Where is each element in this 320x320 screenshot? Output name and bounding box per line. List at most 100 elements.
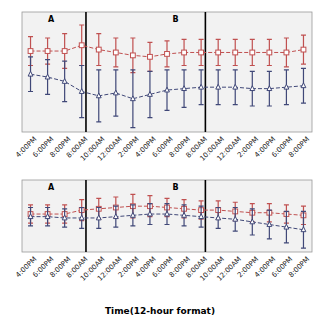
marker	[165, 52, 170, 57]
error-bar	[233, 207, 238, 231]
error-bar	[233, 70, 238, 105]
panel-label: A	[48, 183, 55, 192]
x-tick-label: 12:00AM	[215, 255, 243, 283]
error-bar	[216, 207, 221, 228]
error-bar	[216, 39, 221, 65]
marker	[130, 212, 135, 217]
error-bar	[284, 70, 289, 105]
error-bar	[130, 205, 135, 226]
error-bar	[147, 204, 152, 225]
marker	[284, 84, 289, 89]
marker	[130, 53, 135, 58]
panel: AB4:00PM6:00PM8:00PM8:00AM10:00AM12:00AM…	[14, 12, 312, 163]
series	[28, 204, 306, 249]
marker	[182, 212, 187, 217]
error-bar	[301, 68, 306, 103]
error-bar	[165, 70, 170, 110]
marker	[267, 222, 272, 227]
error-bar	[233, 39, 238, 65]
marker	[96, 215, 101, 220]
plot-area	[22, 180, 312, 252]
marker	[301, 227, 306, 232]
marker	[199, 84, 204, 89]
error-bar	[182, 205, 187, 226]
x-tick-label: 8:00PM	[287, 135, 311, 159]
marker	[148, 54, 153, 59]
marker	[165, 211, 170, 216]
marker	[284, 50, 289, 55]
error-bar	[199, 39, 204, 65]
error-bar	[250, 71, 255, 106]
error-bar	[165, 204, 170, 225]
marker	[267, 86, 272, 91]
error-bar	[182, 39, 187, 65]
marker	[62, 215, 67, 220]
marker	[79, 43, 84, 48]
marker	[199, 50, 204, 55]
error-bar	[216, 70, 221, 105]
marker	[250, 50, 255, 55]
x-tick-label: 8:00PM	[287, 255, 311, 279]
marker	[284, 224, 289, 229]
error-bar	[250, 209, 255, 235]
marker	[233, 50, 238, 55]
error-bar	[96, 207, 101, 228]
error-bar	[267, 210, 272, 239]
marker	[79, 89, 84, 94]
marker	[28, 71, 33, 76]
error-bar	[165, 41, 170, 67]
marker	[165, 87, 170, 92]
marker	[148, 92, 153, 97]
error-bar	[45, 60, 50, 95]
error-bar	[62, 61, 67, 101]
marker	[199, 214, 204, 219]
x-axis-label: Time(12-hour format)	[105, 306, 215, 316]
marker	[113, 50, 118, 55]
marker	[301, 83, 306, 88]
error-bar	[130, 38, 135, 73]
error-bar	[284, 211, 289, 242]
panel-label: B	[172, 15, 178, 24]
x-tick-label: 12:00AM	[215, 135, 243, 163]
chart-root: AB4:00PM6:00PM8:00PM8:00AM10:00AM12:00AM…	[0, 0, 320, 320]
error-bar	[28, 57, 33, 92]
error-bar	[96, 34, 101, 66]
marker	[148, 211, 153, 216]
divider-line	[205, 12, 207, 132]
error-bar	[182, 70, 187, 108]
x-tick-label: 12:00AM	[96, 135, 124, 163]
marker	[96, 47, 101, 52]
error-bar	[79, 65, 84, 117]
marker	[130, 96, 135, 101]
plot-marks	[28, 12, 306, 132]
plot-area	[22, 12, 312, 132]
panel-label: A	[48, 15, 55, 24]
marker	[301, 47, 306, 52]
marker	[216, 215, 221, 220]
marker	[182, 50, 187, 55]
error-bar	[130, 70, 135, 128]
error-bar	[267, 71, 272, 106]
error-bar	[267, 39, 272, 65]
error-bar	[199, 70, 204, 105]
plot-marks	[28, 180, 306, 252]
panel: AB4:00PM6:00PM8:00PM8:00AM10:00AM12:00AM…	[14, 180, 312, 283]
error-bar	[301, 35, 306, 64]
marker	[113, 214, 118, 219]
marker	[250, 219, 255, 224]
series	[28, 194, 306, 224]
divider-line	[85, 180, 87, 252]
marker	[233, 84, 238, 89]
error-bar	[250, 39, 255, 65]
marker	[45, 74, 50, 79]
error-bar	[28, 207, 33, 225]
marker	[250, 86, 255, 91]
series	[28, 57, 306, 128]
marker	[113, 90, 118, 95]
error-bar	[147, 71, 152, 117]
error-bar	[113, 206, 118, 227]
marker	[45, 49, 50, 54]
marker	[96, 93, 101, 98]
error-bar	[301, 211, 306, 248]
x-tick-label: 12:00AM	[96, 255, 124, 283]
